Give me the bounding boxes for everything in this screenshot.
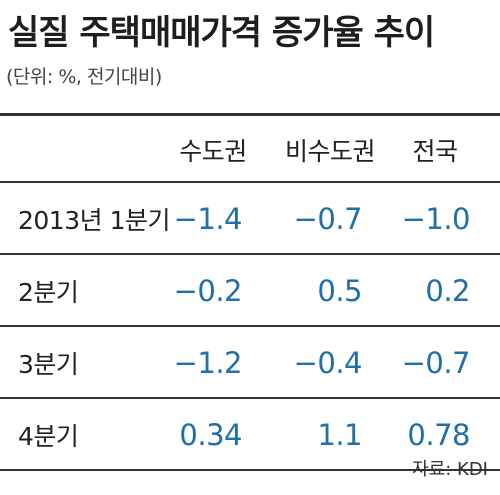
column-header-capital-region: 수도권	[179, 136, 247, 166]
row-divider	[0, 469, 500, 471]
value-capital-region: −1.4	[173, 202, 243, 236]
row-label: 2013년 1분기	[18, 206, 170, 235]
table-header-row: 수도권 비수도권 전국	[0, 116, 500, 183]
table-top-rule	[0, 113, 500, 116]
column-header-non-capital-region: 비수도권	[284, 136, 376, 166]
row-divider	[0, 325, 500, 327]
row-divider	[0, 253, 500, 255]
source-note: 자료: KDI	[412, 459, 488, 480]
value-capital-region: −0.2	[173, 274, 243, 308]
column-header-nationwide: 전국	[412, 136, 458, 166]
row-label: 3분기	[18, 350, 79, 379]
value-nationwide: −0.7	[401, 346, 471, 380]
value-nationwide: 0.78	[407, 418, 470, 452]
page-title: 실질 주택매매가격 증가율 추이	[8, 13, 435, 53]
value-non-capital-region: 1.1	[317, 418, 362, 452]
table-row: 2013년 1분기 −1.4 −0.7 −1.0	[0, 183, 500, 255]
table-row: 3분기 −1.2 −0.4 −0.7	[0, 327, 500, 399]
row-divider	[0, 397, 500, 399]
table-row: 2분기 −0.2 0.5 0.2	[0, 255, 500, 327]
row-divider	[0, 181, 500, 183]
value-nationwide: −1.0	[401, 202, 471, 236]
row-label: 4분기	[18, 422, 79, 451]
value-non-capital-region: 0.5	[317, 274, 362, 308]
table-row: 4분기 0.34 1.1 0.78	[0, 399, 500, 471]
value-nationwide: 0.2	[425, 274, 470, 308]
value-capital-region: −1.2	[173, 346, 243, 380]
value-non-capital-region: −0.7	[293, 202, 363, 236]
unit-note: (단위: %, 전기대비)	[6, 66, 162, 88]
value-non-capital-region: −0.4	[293, 346, 363, 380]
value-capital-region: 0.34	[179, 418, 242, 452]
row-label: 2분기	[18, 278, 79, 307]
